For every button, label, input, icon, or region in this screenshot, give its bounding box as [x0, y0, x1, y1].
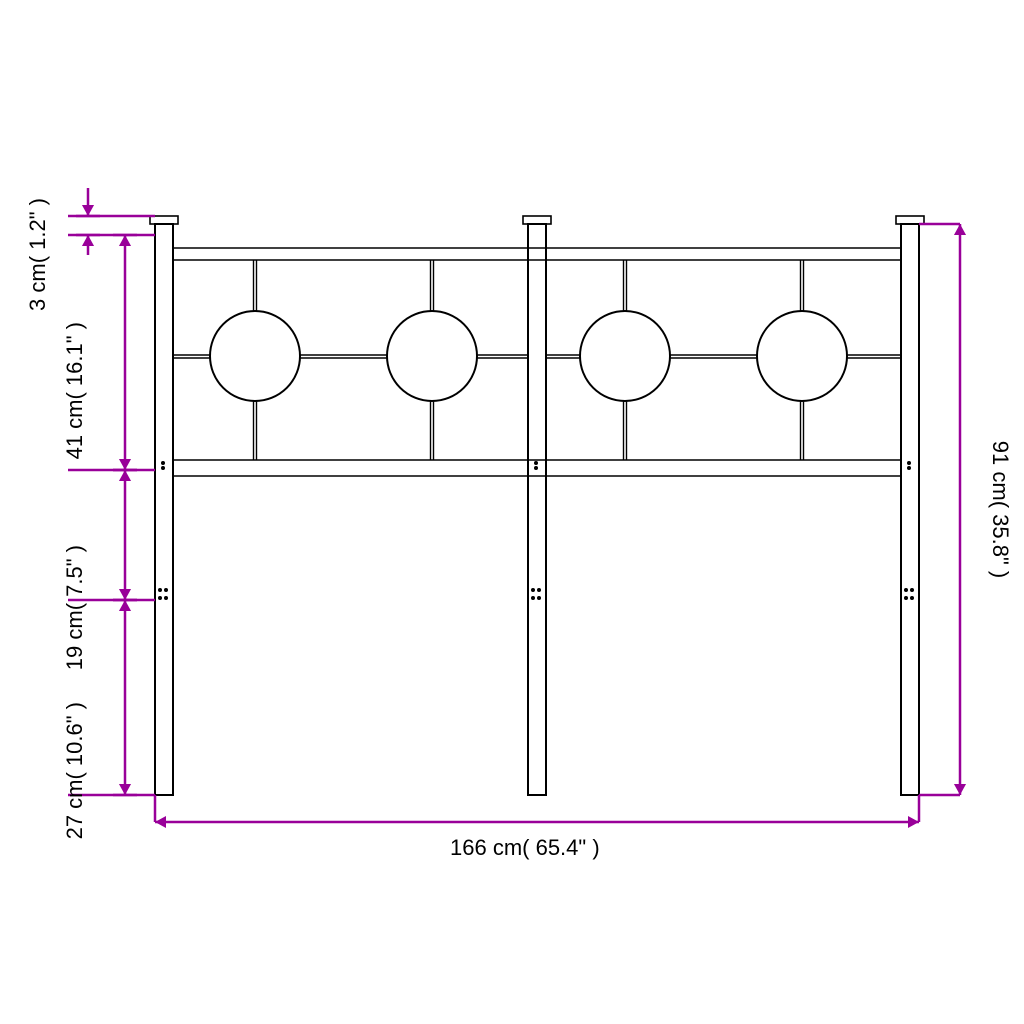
dim-19-label: 19 cm( 7.5" ) — [62, 545, 87, 670]
dim-27-label: 27 cm( 10.6" ) — [62, 702, 87, 839]
product-drawing — [150, 216, 924, 795]
dim-width-label: 166 cm( 65.4" ) — [450, 835, 600, 860]
dim-41-label: 41 cm( 16.1" ) — [62, 322, 87, 459]
dim-height-label: 91 cm( 35.8" ) — [988, 441, 1013, 578]
dim-cap-label: 3 cm( 1.2" ) — [25, 198, 50, 311]
